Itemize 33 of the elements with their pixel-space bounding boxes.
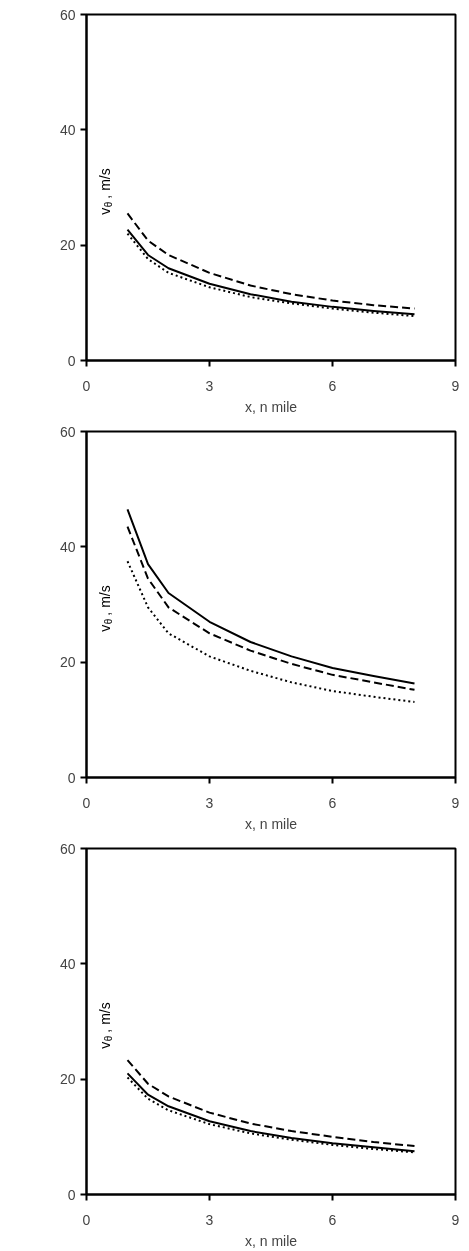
x-axis-title: x, n mile xyxy=(244,1232,298,1249)
x-tick-label: 9 xyxy=(451,377,460,394)
x-axis-title: x, n mile xyxy=(244,398,298,415)
line-series xyxy=(126,1059,416,1148)
y-tick-label: 40 xyxy=(59,121,76,138)
x-tick-label: 9 xyxy=(451,1211,460,1228)
x-tick-label: 0 xyxy=(82,1211,91,1228)
x-tick-label: 3 xyxy=(205,377,214,394)
y-tick-label: 20 xyxy=(59,237,76,254)
x-tick-label: 0 xyxy=(82,377,91,394)
y-tick-label: 20 xyxy=(59,654,76,671)
x-tick-label: 6 xyxy=(328,794,337,811)
y-tick-label: 60 xyxy=(59,423,76,440)
x-tick-label: 3 xyxy=(205,1211,214,1228)
y-tick-label: 0 xyxy=(67,1186,76,1203)
x-tick-label: 3 xyxy=(205,794,214,811)
x-tick-label: 6 xyxy=(328,1211,337,1228)
y-tick-label: 0 xyxy=(67,769,76,786)
x-tick-label: 9 xyxy=(451,794,460,811)
x-tick-label: 6 xyxy=(328,377,337,394)
y-axis-title: vθ, m/s xyxy=(96,585,114,632)
y-tick-label: 60 xyxy=(59,840,76,857)
y-tick-label: 40 xyxy=(59,955,76,972)
x-tick-label: 0 xyxy=(82,794,91,811)
y-tick-label: 0 xyxy=(67,352,76,369)
y-axis-title: vθ, m/s xyxy=(96,168,114,215)
line-series xyxy=(126,212,416,310)
y-tick-label: 20 xyxy=(59,1071,76,1088)
x-axis-title: x, n mile xyxy=(244,815,298,832)
y-tick-label: 40 xyxy=(59,538,76,555)
y-tick-label: 60 xyxy=(59,6,76,23)
y-axis-title: vθ, m/s xyxy=(96,1002,114,1049)
line-series xyxy=(126,560,416,703)
